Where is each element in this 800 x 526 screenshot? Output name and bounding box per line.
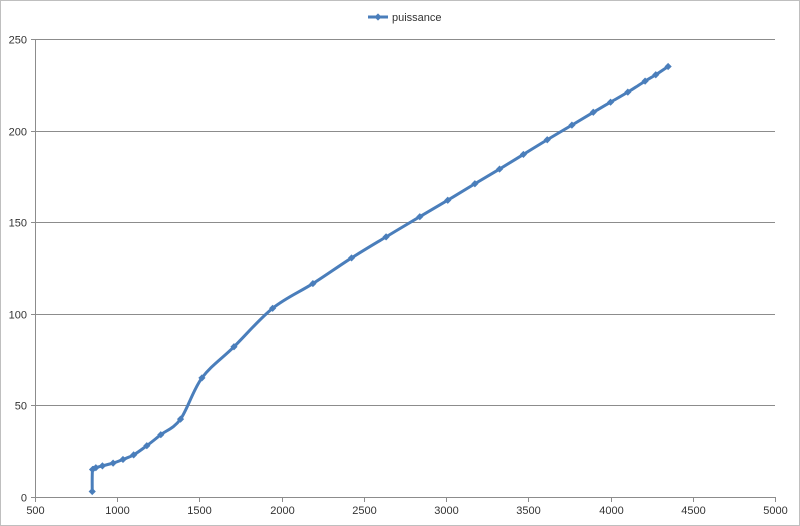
data-point-marker (230, 343, 238, 351)
y-tick-label: 0 (21, 493, 27, 505)
data-point-marker (347, 254, 356, 262)
y-axis-ticks: 0 50 100 150 200 250 (9, 35, 35, 505)
data-point-marker (416, 213, 424, 221)
x-tick-label: 3000 (434, 505, 458, 517)
data-point-marker (88, 465, 97, 474)
x-tick-label: 2500 (352, 505, 376, 517)
y-tick-label: 100 (9, 310, 27, 322)
x-tick-label: 2000 (270, 505, 294, 517)
legend-label: puissance (392, 12, 442, 24)
data-point-marker (606, 98, 615, 106)
data-point-marker (198, 374, 206, 382)
data-point-marker (269, 304, 277, 312)
data-point-marker (130, 451, 138, 459)
data-point-marker (176, 415, 185, 423)
x-tick-label: 4000 (599, 505, 623, 517)
data-point-marker (519, 150, 527, 159)
data-point-marker (652, 71, 660, 79)
gridlines (35, 39, 775, 406)
y-tick-label: 50 (15, 401, 27, 413)
data-point-marker (624, 88, 632, 96)
axes (35, 39, 775, 498)
data-point-marker (109, 459, 117, 467)
data-point-marker (157, 431, 165, 439)
data-point-marker (92, 464, 100, 472)
data-point-marker (641, 77, 649, 85)
data-point-marker (98, 462, 107, 470)
legend: puissance (368, 12, 442, 24)
x-axis-ticks: 500 1000 1500 2000 2500 3000 3500 4000 4500 5000 (26, 497, 788, 517)
data-point-marker (444, 196, 452, 204)
data-point-marker (88, 487, 96, 496)
x-tick-label: 3500 (516, 505, 540, 517)
x-tick-label: 4500 (681, 505, 705, 517)
data-point-marker (382, 233, 390, 241)
y-tick-label: 150 (9, 218, 27, 230)
data-point-marker (543, 136, 551, 144)
data-point-marker (471, 180, 479, 188)
legend-marker-icon (374, 13, 382, 21)
series-line-puissance (90, 64, 670, 494)
x-tick-label: 1000 (105, 505, 129, 517)
data-point-marker (143, 442, 151, 450)
y-tick-label: 200 (9, 127, 27, 139)
data-point-marker (119, 455, 127, 464)
data-point-marker (568, 121, 576, 129)
data-point-marker (495, 165, 504, 173)
y-tick-label: 250 (9, 35, 27, 47)
series-layer (88, 62, 672, 496)
x-tick-label: 5000 (763, 505, 787, 517)
data-point-marker (589, 108, 597, 116)
data-point-marker (664, 62, 672, 71)
x-tick-label: 1500 (187, 505, 211, 517)
data-point-marker (309, 279, 317, 288)
x-tick-label: 500 (26, 505, 44, 517)
